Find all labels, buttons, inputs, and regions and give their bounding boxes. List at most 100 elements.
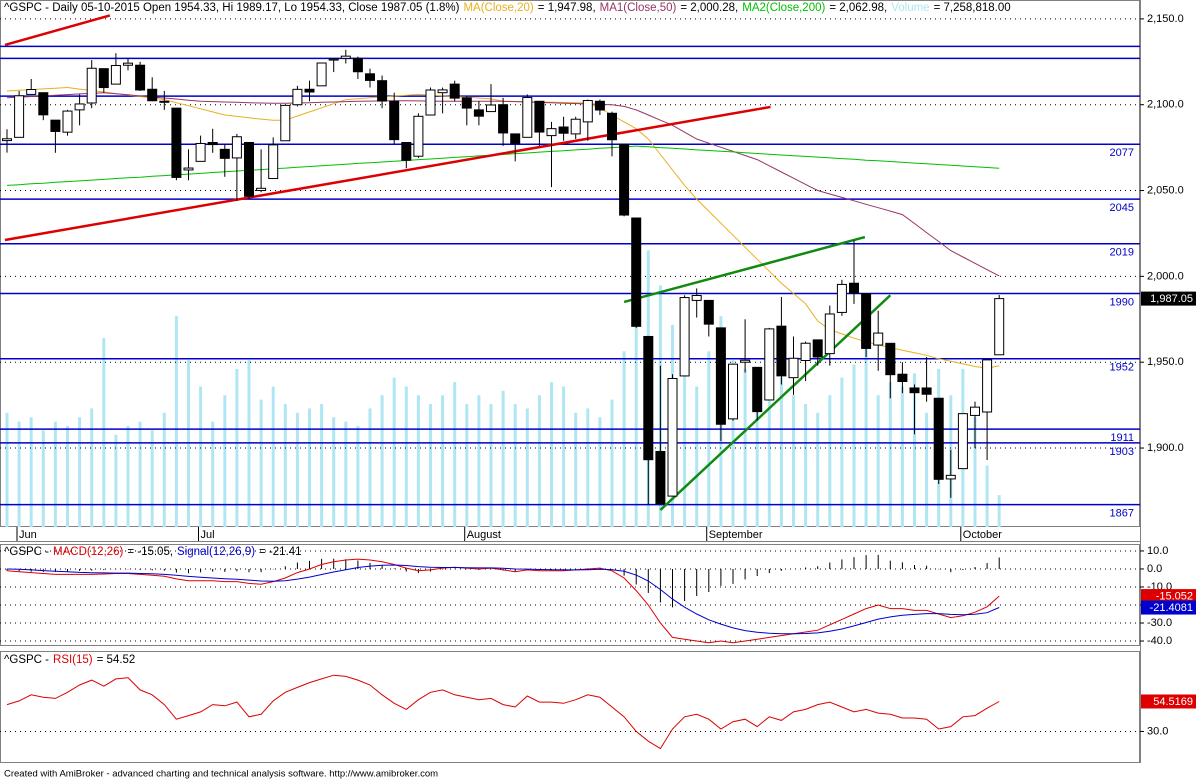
- y-tick-label: 2,100.0: [1147, 99, 1184, 111]
- volume-bar: [562, 386, 566, 527]
- y-tick-label: 0.0: [1147, 563, 1162, 575]
- candle-body: [340, 55, 351, 59]
- candle-body: [449, 83, 460, 99]
- candle-body: [619, 143, 630, 216]
- indicator-line: [6, 564, 1000, 635]
- volume-bar: [973, 417, 977, 527]
- volume-bar: [634, 303, 638, 527]
- volume-bar: [271, 386, 275, 527]
- volume-bar: [695, 386, 699, 527]
- candle-body: [715, 327, 726, 425]
- candle-body: [473, 109, 484, 117]
- value-tag: [1141, 589, 1196, 604]
- volume-bar: [416, 395, 420, 527]
- volume-bar: [29, 417, 33, 527]
- volume-bar: [114, 434, 118, 527]
- volume-bar: [876, 395, 880, 527]
- candle-body: [171, 107, 182, 178]
- volume-bar: [707, 351, 711, 527]
- volume-bar: [162, 412, 166, 527]
- volume-bar: [453, 382, 457, 527]
- candle-body: [861, 293, 872, 349]
- volume-bar: [598, 417, 602, 527]
- volume-bar: [900, 386, 904, 527]
- y-tick-label: 2,050.0: [1147, 184, 1184, 196]
- candle-body: [123, 62, 133, 66]
- volume-bar: [404, 386, 408, 527]
- candle-body: [607, 112, 617, 141]
- value-tag: [1141, 600, 1196, 615]
- candle-body: [14, 95, 25, 138]
- candle-body: [328, 58, 339, 61]
- volume-bar: [828, 395, 832, 527]
- candle-body: [873, 332, 884, 346]
- candle-body: [522, 97, 533, 138]
- volume-bar: [235, 368, 239, 527]
- legend-name: Signal(12,26,9): [177, 546, 255, 558]
- legend-name: MA1(Close,50): [600, 2, 677, 14]
- volume-bar: [997, 495, 1001, 527]
- trend-line: [623, 235, 866, 304]
- candle-body: [62, 110, 73, 133]
- candle-body: [352, 57, 363, 73]
- candle-body: [667, 377, 678, 497]
- candle-body: [679, 297, 690, 377]
- candle-body: [26, 89, 37, 95]
- volume-bar: [17, 421, 21, 527]
- volume-bar: [622, 351, 626, 527]
- candle-body: [183, 167, 194, 171]
- volume-bar: [537, 395, 541, 527]
- candle-body: [110, 64, 121, 85]
- volume-bar: [283, 404, 287, 527]
- candle-body: [195, 142, 206, 162]
- candle-body: [994, 298, 1005, 356]
- candle-body: [655, 450, 666, 505]
- volume-bar: [138, 421, 142, 527]
- candle-body: [800, 342, 811, 361]
- candle-body: [534, 100, 545, 133]
- volume-bar: [985, 465, 989, 527]
- candle-body: [582, 100, 593, 123]
- footer: Created with AmiBroker - advanced charti…: [4, 769, 438, 780]
- legend-value: = 7,258,818.00: [934, 2, 1011, 14]
- candle-body: [970, 406, 980, 416]
- y-tick-label: -30.0: [1147, 617, 1172, 629]
- volume-bar: [174, 316, 178, 527]
- volume-bar: [392, 377, 396, 527]
- volume-bar: [344, 421, 348, 527]
- volume-bar: [852, 364, 856, 527]
- candle-body: [74, 103, 85, 111]
- volume-bar: [211, 421, 215, 527]
- volume-bar: [513, 404, 517, 527]
- candle-body: [256, 187, 267, 192]
- candle-body: [691, 294, 702, 301]
- volume-bar: [332, 417, 336, 527]
- volume-bar: [755, 386, 759, 527]
- legend-name: MA(Close,20): [463, 2, 533, 14]
- x-tick-label: Jun: [19, 529, 37, 541]
- candle-body: [244, 141, 254, 197]
- level-label: 2019: [1110, 247, 1134, 259]
- volume-bar: [429, 404, 432, 527]
- volume-bar: [477, 395, 481, 527]
- volume-bar: [441, 395, 445, 527]
- legend-value: = -15.05,: [127, 546, 173, 558]
- level-label: 1867: [1110, 508, 1134, 520]
- candle-body: [836, 283, 847, 313]
- candle-body: [425, 89, 436, 116]
- candle-body: [2, 138, 12, 142]
- candle-body: [921, 387, 932, 395]
- volume-bar: [199, 386, 203, 527]
- candle-body: [897, 373, 908, 382]
- x-tick-label: September: [709, 529, 763, 541]
- x-tick-label: August: [467, 529, 501, 541]
- candle-body: [135, 64, 146, 91]
- candle-body: [389, 100, 400, 141]
- volume-bar: [41, 430, 45, 527]
- panel-header: ^GSPC - Daily 05-10-2015 Open 1954.33, H…: [4, 2, 1011, 14]
- y-tick-label: 10.0: [1147, 545, 1168, 557]
- legend-name: MA2(Close,200): [742, 2, 825, 14]
- candle-body: [38, 92, 49, 116]
- legend-value: = 2,062.98,: [829, 2, 887, 14]
